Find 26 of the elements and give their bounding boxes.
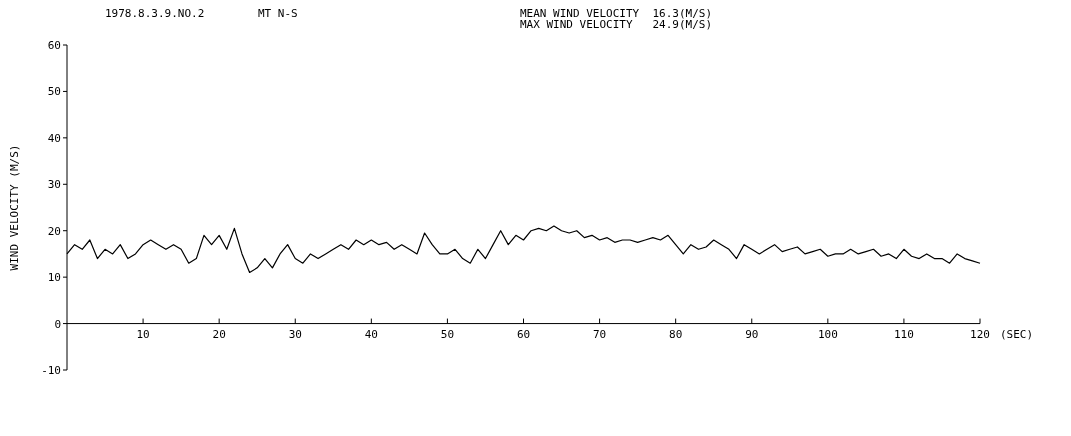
y-tick-label: 50 [47,85,61,99]
x-tick-label: 50 [440,327,455,341]
x-axis-title: (SEC) [1000,327,1034,341]
x-tick-label: 60 [516,327,531,341]
y-tick-label: 20 [47,224,61,238]
x-tick-label: 10 [136,327,150,341]
y-tick-label: 40 [47,131,61,145]
y-axis-title: WIND VELOCITY (M/S) [8,144,21,271]
x-tick-label: 30 [288,327,302,341]
y-tick-label: -10 [41,364,61,377]
text: MAX WIND VELOCITY 24.9(M/S) [520,18,713,31]
text: MEAN WIND VELOCITY 16.3(M/S) [520,7,713,20]
x-tick-label: 110 [893,327,914,341]
x-tick-label: 70 [592,327,607,341]
y-tick-label: 30 [47,178,61,192]
x-tick-label: 20 [212,327,226,341]
chart-subtitle: MT N-S [258,7,298,20]
x-tick-label: 40 [364,327,378,341]
y-tick-label: 10 [47,271,61,285]
y-tick-label: 0 [54,317,61,331]
chart-title: 1978.8.3.9.NO.2 [105,7,205,20]
y-tick-label: 60 [47,39,61,52]
x-tick-label: 90 [745,327,759,341]
x-tick-label: 80 [669,327,683,341]
x-tick-label: 100 [817,327,838,341]
x-tick-label: 120 [970,327,990,341]
